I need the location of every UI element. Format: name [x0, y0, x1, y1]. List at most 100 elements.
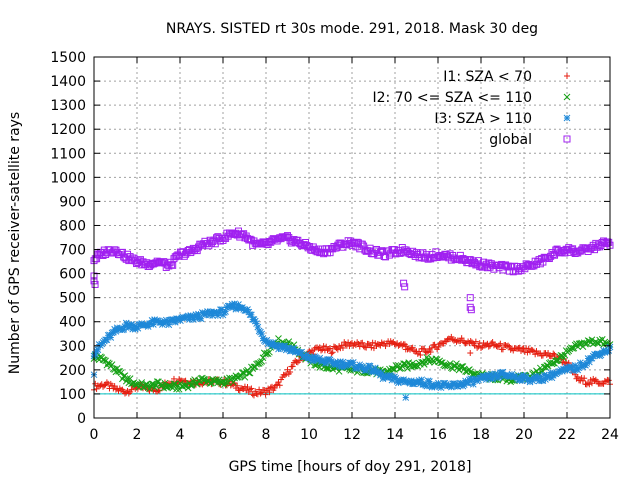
data-point: [93, 385, 100, 392]
y-tick-label: 900: [59, 194, 86, 210]
x-tick-label: 12: [343, 427, 361, 443]
data-point: [131, 381, 139, 388]
data-point: [545, 350, 552, 357]
data-point: [309, 347, 316, 354]
data-point: [388, 340, 395, 347]
data-point: [117, 369, 125, 377]
legend-item-i3-sza-110: I3: SZA > 110: [434, 111, 571, 127]
data-point: [426, 345, 433, 352]
x-tick-label: 24: [601, 427, 619, 443]
x-axis-label: GPS time [hours of doy 291, 2018]: [229, 459, 472, 475]
x-tick-label: 4: [176, 427, 185, 443]
legend-item-i2-70-sza-110: I2: 70 <= SZA <= 110: [372, 90, 571, 106]
y-tick-label: 800: [59, 218, 86, 234]
y-tick-label: 100: [59, 387, 86, 403]
data-point: [289, 363, 296, 370]
legend-label: I1: SZA < 70: [443, 69, 532, 85]
data-point: [319, 346, 326, 353]
data-point: [368, 344, 375, 351]
y-tick-label: 1000: [50, 170, 86, 186]
legend: I1: SZA < 70 I2: 70 <= SZA <= 110 I3: SZA …: [372, 69, 571, 148]
data-point: [161, 379, 169, 387]
data-point: [372, 340, 379, 347]
data-point: [524, 349, 531, 356]
data-point: [519, 345, 526, 352]
y-tick-label: 1200: [50, 122, 86, 138]
legend-item-i1-sza-70: I1: SZA < 70: [443, 69, 570, 85]
data-point: [266, 348, 273, 356]
data-point: [111, 383, 118, 390]
data-point: [391, 341, 398, 348]
data-point: [421, 346, 428, 353]
data-point: [581, 375, 588, 382]
data-point: [438, 339, 445, 346]
data-point: [322, 359, 330, 366]
data-point: [188, 382, 196, 389]
y-tick-label: 1500: [50, 50, 86, 66]
outlier-point: [402, 394, 410, 401]
data-point: [320, 343, 327, 350]
data-point: [548, 353, 555, 360]
data-point: [363, 344, 370, 351]
data-point: [586, 381, 593, 388]
data-point: [550, 350, 557, 357]
outliers-i1-sza-70: [402, 346, 474, 357]
data-point: [382, 343, 389, 350]
data-point: [252, 388, 259, 395]
grid: [94, 57, 610, 418]
data-point: [222, 308, 229, 315]
data-point: [154, 388, 161, 395]
data-point: [472, 338, 479, 345]
data-point: [458, 335, 465, 342]
data-point: [490, 342, 497, 349]
data-point: [311, 361, 318, 369]
data-point: [495, 373, 503, 381]
data-point: [494, 343, 501, 350]
data-point: [148, 380, 156, 388]
data-point: [170, 375, 177, 382]
y-tick-label: 200: [59, 363, 86, 379]
series-global: [90, 227, 614, 276]
data-point: [197, 315, 205, 323]
data-point: [553, 357, 561, 365]
data-point: [327, 345, 334, 352]
data-point: [605, 377, 612, 384]
data-point: [338, 342, 345, 349]
data-point: [447, 383, 455, 391]
data-point: [187, 381, 195, 389]
outlier-point: [467, 350, 474, 357]
data-point: [245, 389, 252, 396]
data-point: [339, 344, 346, 351]
data-point: [329, 349, 336, 356]
outliers-global: [90, 272, 475, 314]
data-point: [359, 339, 366, 346]
data-point: [332, 344, 339, 351]
data-point: [355, 340, 362, 347]
data-point: [516, 344, 523, 351]
data-point: [287, 369, 294, 376]
data-point: [254, 391, 261, 398]
legend-marker: [563, 114, 571, 122]
data-point: [281, 372, 288, 379]
data-point: [234, 382, 241, 389]
data-point: [173, 385, 180, 393]
x-tick-label: 2: [133, 427, 142, 443]
data-point: [169, 384, 177, 392]
data-point: [197, 375, 205, 382]
data-point: [536, 364, 544, 372]
data-point: [485, 343, 492, 350]
data-point: [271, 385, 278, 392]
data-point: [516, 376, 524, 384]
series-i3-sza-110: [90, 300, 614, 392]
data-point: [249, 391, 256, 398]
data-point: [170, 380, 178, 388]
x-tick-label: 6: [219, 427, 228, 443]
data-point: [453, 338, 460, 345]
data-point: [497, 340, 504, 347]
data-point: [261, 387, 268, 394]
data-point: [532, 351, 539, 358]
data-point: [405, 345, 412, 352]
data-point: [601, 377, 608, 384]
data-point: [353, 238, 361, 246]
